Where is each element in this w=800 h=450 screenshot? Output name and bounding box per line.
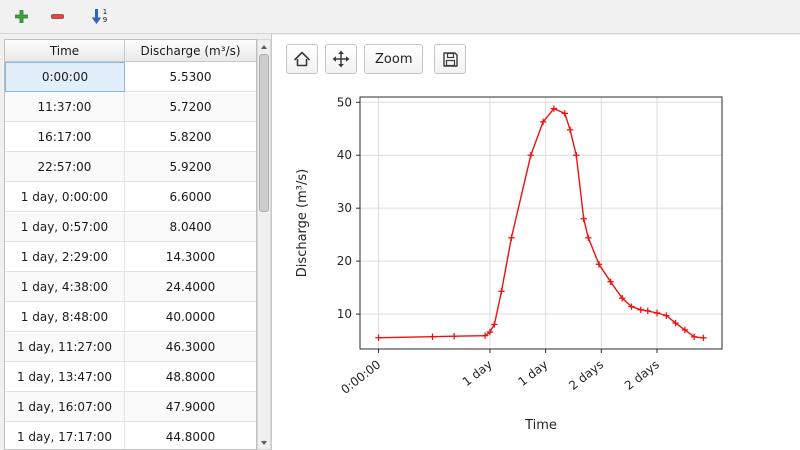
time-cell[interactable]: 11:37:00 xyxy=(5,92,125,122)
discharge-cell[interactable]: 47.9000 xyxy=(125,392,256,422)
up-arrow-icon xyxy=(261,44,267,49)
time-cell[interactable]: 1 day, 0:57:00 xyxy=(5,212,125,242)
discharge-cell[interactable]: 8.0400 xyxy=(125,212,256,242)
table-row: 22:57:00 5.9200 xyxy=(5,152,256,182)
x-tick-label: 0:00:00 xyxy=(338,357,383,397)
scroll-up-button[interactable] xyxy=(258,40,270,53)
table-row: 1 day, 16:07:00 47.9000 xyxy=(5,392,256,422)
x-tick-label: 2 days xyxy=(622,357,662,393)
plus-icon xyxy=(14,10,28,23)
table-row: 1 day, 13:47:00 48.8000 xyxy=(5,362,256,392)
discharge-cell[interactable]: 5.7200 xyxy=(125,92,256,122)
x-tick-label: 1 day xyxy=(460,357,495,389)
sort-digit-bottom: 9 xyxy=(102,15,108,24)
discharge-cell[interactable]: 44.8000 xyxy=(125,422,256,449)
sort-digit-top: 1 xyxy=(102,8,108,16)
x-tick-label: 2 days xyxy=(566,357,606,393)
home-icon xyxy=(294,51,310,67)
time-cell[interactable]: 1 day, 17:17:00 xyxy=(5,422,125,449)
save-figure-button[interactable] xyxy=(434,44,467,74)
table-row: 1 day, 8:48:00 40.0000 xyxy=(5,302,256,332)
sort-descending-arrow-icon xyxy=(91,9,101,24)
time-cell[interactable]: 1 day, 13:47:00 xyxy=(5,362,125,392)
plot-toolbar: Zoom xyxy=(286,44,467,74)
minus-icon xyxy=(50,14,64,19)
y-tick-label: 20 xyxy=(337,254,352,268)
table-row: 1 day, 0:57:00 8.0400 xyxy=(5,212,256,242)
zoom-button[interactable]: Zoom xyxy=(364,44,424,74)
table-row: 1 day, 4:38:00 24.4000 xyxy=(5,272,256,302)
pan-button[interactable] xyxy=(325,44,357,74)
zoom-button-label: Zoom xyxy=(375,51,413,67)
discharge-line xyxy=(378,107,704,339)
table-row: 11:37:00 5.7200 xyxy=(5,92,256,122)
time-cell[interactable]: 1 day, 2:29:00 xyxy=(5,242,125,272)
hydrograph-table: Time Discharge (m³/s) 0:00:00 5.5300 11:37… xyxy=(4,39,257,450)
table-row: 1 day, 2:29:00 14.3000 xyxy=(5,242,256,272)
hydrograph-chart[interactable]: 0:00:00 1 day 1 day 2 days 2 days 10 20 30 40 50 D… xyxy=(282,83,782,445)
column-header-discharge[interactable]: Discharge (m³/s) xyxy=(125,40,256,62)
panel-divider xyxy=(271,34,272,450)
table-row: 1 day, 0:00:00 6.6000 xyxy=(5,182,256,212)
time-cell[interactable]: 1 day, 4:38:00 xyxy=(5,272,125,302)
discharge-cell[interactable]: 5.5300 xyxy=(125,62,256,92)
time-cell[interactable]: 1 day, 8:48:00 xyxy=(5,302,125,332)
discharge-cell[interactable]: 5.9200 xyxy=(125,152,256,182)
column-header-time[interactable]: Time xyxy=(5,40,125,62)
add-row-button[interactable] xyxy=(10,5,32,29)
time-cell[interactable]: 1 day, 16:07:00 xyxy=(5,392,125,422)
y-tick-label: 40 xyxy=(337,148,352,162)
x-axis-label: Time xyxy=(524,418,557,433)
main-toolbar: 1 9 xyxy=(0,0,800,34)
y-tick-label: 10 xyxy=(337,307,352,321)
plot-panel: Zoom 0:00:00 1 day 1 day 2 days 2 days 10 20 30… xyxy=(272,35,800,450)
y-axis-label: Discharge (m³/s) xyxy=(295,169,310,277)
time-cell[interactable]: 22:57:00 xyxy=(5,152,125,182)
time-cell[interactable]: 16:17:00 xyxy=(5,122,125,152)
home-button[interactable] xyxy=(286,44,318,74)
table-body: 0:00:00 5.5300 11:37:00 5.7200 16:17:00 5.820… xyxy=(5,62,256,449)
table-header: Time Discharge (m³/s) xyxy=(5,40,256,62)
scroll-down-button[interactable] xyxy=(258,436,270,449)
pan-icon xyxy=(332,50,350,68)
down-arrow-icon xyxy=(261,440,267,445)
plot-frame xyxy=(359,96,723,350)
table-row: 0:00:00 5.5300 xyxy=(5,62,256,92)
discharge-cell[interactable]: 48.8000 xyxy=(125,362,256,392)
sort-rows-button[interactable]: 1 9 xyxy=(88,5,110,29)
time-cell[interactable]: 1 day, 0:00:00 xyxy=(5,182,125,212)
table-scrollbar[interactable] xyxy=(257,39,271,450)
y-tick-label: 50 xyxy=(337,95,352,109)
discharge-cell[interactable]: 6.6000 xyxy=(125,182,256,212)
remove-row-button[interactable] xyxy=(46,5,68,29)
discharge-cell[interactable]: 24.4000 xyxy=(125,272,256,302)
time-cell[interactable]: 1 day, 11:27:00 xyxy=(5,332,125,362)
table-row: 1 day, 17:17:00 44.8000 xyxy=(5,422,256,449)
time-cell[interactable]: 0:00:00 xyxy=(5,62,125,92)
discharge-cell[interactable]: 40.0000 xyxy=(125,302,256,332)
discharge-cell[interactable]: 46.3000 xyxy=(125,332,256,362)
y-tick-label: 30 xyxy=(337,201,352,215)
save-icon xyxy=(443,51,458,67)
table-row: 16:17:00 5.8200 xyxy=(5,122,256,152)
table-row: 1 day, 11:27:00 46.3000 xyxy=(5,332,256,362)
x-tick-label: 1 day xyxy=(515,357,550,389)
discharge-cell[interactable]: 5.8200 xyxy=(125,122,256,152)
discharge-cell[interactable]: 14.3000 xyxy=(125,242,256,272)
sort-order-digits: 1 9 xyxy=(102,8,108,24)
scrollbar-thumb[interactable] xyxy=(259,54,269,212)
